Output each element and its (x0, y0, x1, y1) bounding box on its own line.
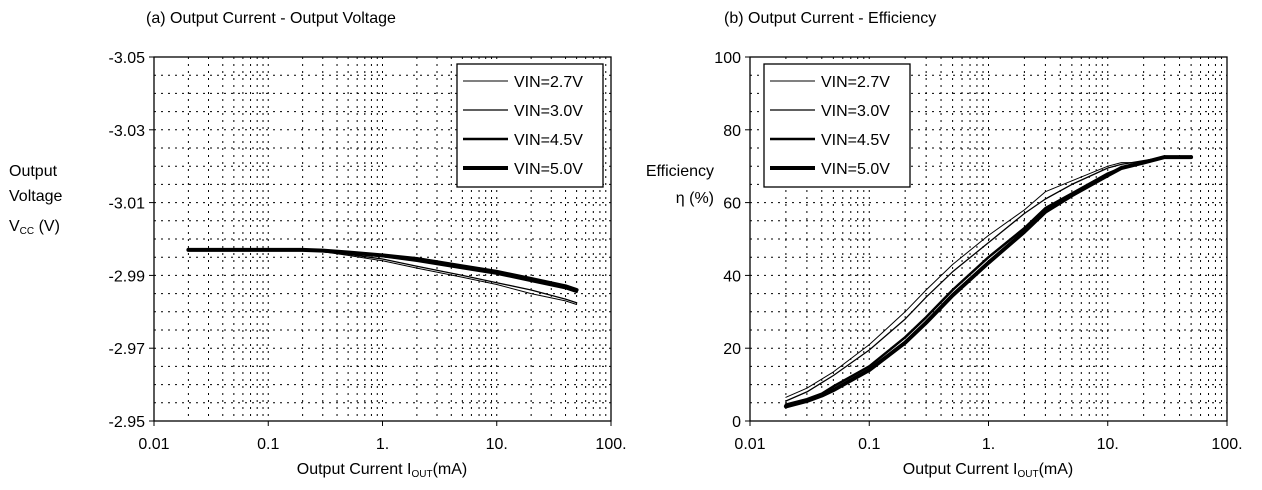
legend-label: VIN=4.5V (514, 132, 583, 149)
series-group (783, 155, 1194, 409)
x-axis-label-sub: OUT (1017, 469, 1038, 480)
y-tick-label: 60 (723, 196, 741, 213)
x-tick-label: 0.1 (858, 436, 880, 453)
series-line-vin50v (783, 155, 1194, 409)
y-tick-label: 100 (714, 50, 741, 67)
chart-a: (a) Output Current - Output Voltage -2.95… (9, 10, 627, 480)
legend-label: VIN=5.0V (514, 161, 583, 178)
x-axis-label-main: Output Current I (903, 461, 1018, 478)
series-line-vin27v (785, 156, 1192, 398)
y-tick-label: 0 (732, 414, 741, 431)
y-tick-label: -3.05 (109, 50, 146, 67)
legend: VIN=2.7V VIN=3.0V VIN=4.5V VIN=5.0V (456, 63, 604, 188)
legend-label: VIN=3.0V (821, 103, 890, 120)
chart-title: (b) Output Current - Efficiency (724, 10, 936, 27)
x-tick-label: 1. (982, 436, 995, 453)
legend-label: VIN=2.7V (514, 74, 583, 91)
series-line-vin45v (784, 155, 1193, 406)
x-tick-label: 1. (376, 436, 389, 453)
grid (154, 57, 611, 421)
series-group (186, 247, 579, 305)
y-axis-label-symbol-main: V (9, 218, 20, 235)
y-axis-label-unit: (V) (34, 218, 60, 235)
x-axis-label-main: Output Current I (297, 461, 412, 478)
y-tick-label: -2.97 (109, 341, 146, 358)
x-axis-label-sub: OUT (411, 469, 432, 480)
y-tick-label: -3.01 (109, 196, 146, 213)
x-axis-label-unit: (mA) (433, 461, 468, 478)
y-tick-label: -3.03 (109, 123, 146, 140)
y-tick-label: -2.95 (109, 414, 146, 431)
y-tick-label: 40 (723, 268, 741, 285)
legend-label: VIN=3.0V (514, 103, 583, 120)
legend-label: VIN=5.0V (821, 161, 890, 178)
y-axis-label-line: Voltage (9, 188, 62, 205)
legend-label: VIN=4.5V (821, 132, 890, 149)
y-tick-label: 80 (723, 123, 741, 140)
x-axis-label: Output Current IOUT(mA) (903, 461, 1073, 480)
x-tick-label: 100. (1211, 436, 1242, 453)
series-line-vin30v (785, 156, 1192, 402)
chart-title: (a) Output Current - Output Voltage (146, 10, 396, 27)
chart-b: (b) Output Current - Efficiency 0 20 40 60 80… (646, 10, 1243, 480)
y-tick-label: 20 (723, 341, 741, 358)
series-line-vin50v (186, 247, 579, 292)
y-axis-label-symbol-sub: CC (20, 226, 34, 237)
y-axis-label-line: Efficiency (646, 163, 714, 180)
y-axis-label-line: η (%) (676, 190, 714, 207)
x-tick-label: 100. (595, 436, 626, 453)
y-tick-label: -2.99 (109, 268, 146, 285)
x-tick-label: 0.01 (734, 436, 765, 453)
legend-label: VIN=2.7V (821, 74, 890, 91)
x-axis-label: Output Current IOUT(mA) (297, 461, 467, 480)
x-tick-label: 10. (1097, 436, 1119, 453)
x-axis-label-unit: (mA) (1039, 461, 1074, 478)
y-axis-label-line: Output (9, 163, 58, 180)
y-axis-label-symbol: VCC (V) (9, 218, 60, 237)
x-tick-label: 0.1 (257, 436, 279, 453)
x-tick-label: 0.01 (138, 436, 169, 453)
legend: VIN=2.7V VIN=3.0V VIN=4.5V VIN=5.0V (763, 63, 911, 188)
grid (750, 57, 1227, 421)
x-tick-label: 10. (486, 436, 508, 453)
